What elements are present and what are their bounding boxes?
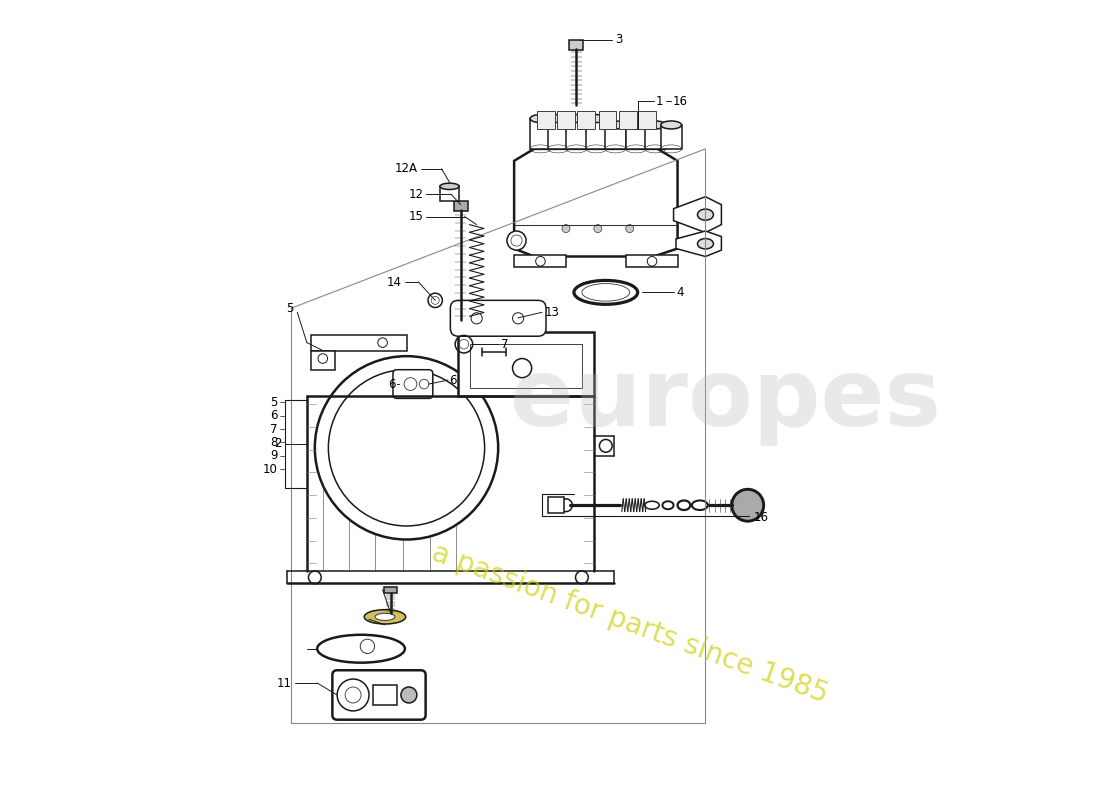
Bar [311, 350, 334, 370]
Bar [537, 111, 554, 129]
Circle shape [428, 293, 442, 307]
Text: 14: 14 [387, 275, 402, 289]
Circle shape [626, 225, 634, 233]
Bar [598, 111, 616, 129]
Text: 7: 7 [270, 423, 277, 436]
Text: 1: 1 [656, 94, 662, 107]
Text: 5: 5 [270, 396, 277, 409]
Ellipse shape [697, 238, 714, 249]
Bar [558, 111, 574, 129]
Text: 10: 10 [263, 463, 277, 476]
Text: 5: 5 [286, 302, 294, 315]
Text: 4: 4 [676, 286, 683, 299]
FancyBboxPatch shape [393, 370, 432, 398]
Polygon shape [676, 231, 722, 257]
Circle shape [400, 687, 417, 703]
Bar [549, 498, 564, 514]
Circle shape [560, 499, 572, 512]
Ellipse shape [586, 114, 606, 122]
Bar [661, 125, 682, 149]
Polygon shape [514, 149, 678, 257]
Bar [619, 111, 637, 129]
Ellipse shape [605, 121, 626, 129]
Text: 11: 11 [277, 677, 292, 690]
Bar [565, 118, 586, 149]
Circle shape [562, 225, 570, 233]
Bar [373, 686, 397, 705]
Text: 15: 15 [408, 210, 424, 223]
Text: 6: 6 [388, 378, 395, 390]
Text: 16: 16 [754, 511, 768, 525]
Bar [605, 125, 626, 149]
Ellipse shape [317, 634, 405, 662]
Ellipse shape [697, 209, 714, 220]
Bar [578, 111, 595, 129]
Bar [471, 344, 582, 388]
Ellipse shape [565, 114, 586, 122]
Text: 12: 12 [408, 188, 424, 201]
Ellipse shape [645, 502, 659, 510]
Bar [626, 125, 647, 149]
Bar [440, 186, 459, 201]
Circle shape [337, 679, 368, 711]
Ellipse shape [375, 614, 395, 621]
Bar [514, 255, 565, 267]
Ellipse shape [626, 121, 647, 129]
Ellipse shape [645, 121, 665, 129]
Bar [453, 202, 468, 211]
Text: 8: 8 [270, 436, 277, 449]
Bar [586, 118, 606, 149]
FancyBboxPatch shape [332, 670, 426, 720]
Text: 13: 13 [544, 306, 559, 319]
Text: 2: 2 [274, 438, 282, 450]
Text: 6: 6 [450, 374, 458, 386]
Bar [638, 111, 656, 129]
Text: 9: 9 [270, 450, 277, 462]
Bar [569, 41, 583, 50]
Ellipse shape [692, 501, 708, 510]
Bar [645, 125, 665, 149]
Text: europes: europes [510, 354, 940, 446]
Ellipse shape [440, 183, 459, 190]
Text: 12A: 12A [395, 162, 418, 175]
Text: 6: 6 [270, 410, 277, 422]
Circle shape [594, 225, 602, 233]
Bar [384, 586, 397, 593]
Bar [626, 255, 678, 267]
Text: 16: 16 [673, 94, 688, 107]
Text: a passion for parts since 1985: a passion for parts since 1985 [428, 538, 832, 708]
Circle shape [507, 231, 526, 250]
Ellipse shape [530, 114, 551, 122]
FancyBboxPatch shape [450, 300, 546, 336]
Bar [459, 332, 594, 396]
Bar [311, 334, 407, 350]
Polygon shape [673, 197, 722, 233]
Ellipse shape [548, 114, 569, 122]
Bar [548, 118, 569, 149]
Ellipse shape [661, 121, 682, 129]
Text: 3: 3 [615, 33, 623, 46]
Text: 7: 7 [500, 338, 508, 350]
Circle shape [732, 490, 763, 521]
Bar [530, 118, 551, 149]
Ellipse shape [364, 610, 406, 624]
